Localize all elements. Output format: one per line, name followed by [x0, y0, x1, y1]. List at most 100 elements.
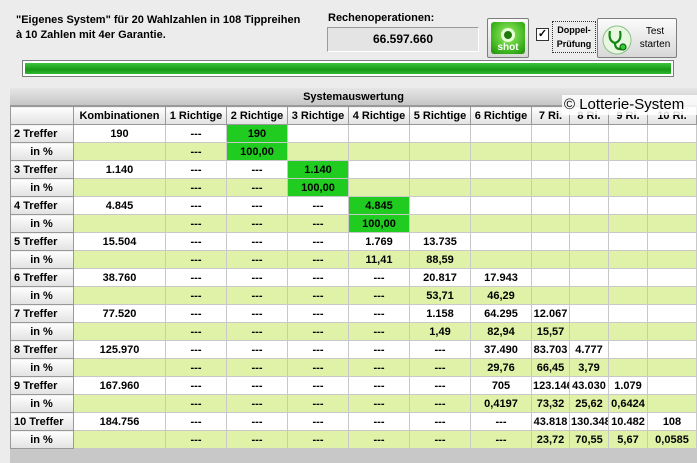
table-cell: 43.030 [569, 376, 609, 395]
table-cell: --- [287, 430, 349, 449]
table-cell [348, 124, 410, 143]
copyright-watermark: © Lotterie-System [562, 95, 697, 115]
table-cell: 0,0585 [647, 430, 697, 449]
row-label: 3 Treffer [10, 160, 74, 179]
row-label: in % [10, 178, 74, 197]
table-cell [569, 232, 609, 251]
table-cell: --- [409, 430, 471, 449]
table-cell [608, 358, 648, 377]
table-row: in % --- --- --- 11,41 88,59 [10, 250, 697, 269]
table-row: 8 Treffer 125.970 --- --- --- --- --- 37.490 83.… [10, 340, 697, 359]
column-header [10, 106, 74, 125]
stethoscope-icon [602, 25, 632, 55]
row-label: in % [10, 358, 74, 377]
table-cell: 1.140 [287, 160, 349, 179]
column-header: 4 Richtige [348, 106, 410, 125]
doppel-pruefung-toggle[interactable]: ✓ Doppel- Prüfung [535, 20, 596, 54]
table-cell: 1,49 [409, 322, 471, 341]
table-cell [647, 304, 697, 323]
table-cell: 25,62 [569, 394, 609, 413]
table-cell [608, 232, 648, 251]
table-cell: 66,45 [531, 358, 570, 377]
table-cell [531, 142, 570, 161]
table-cell: --- [287, 358, 349, 377]
table-cell [470, 196, 532, 215]
table-cell: --- [165, 358, 227, 377]
table-cell [531, 286, 570, 305]
table-cell: --- [226, 340, 288, 359]
table-row: in % --- 100,00 [10, 142, 697, 161]
table-cell: 10.482 [608, 412, 648, 431]
table-cell: 130.348 [569, 412, 609, 431]
table-cell [608, 250, 648, 269]
table-cell: --- [348, 340, 410, 359]
table-cell [608, 178, 648, 197]
system-description: "Eigenes System" für 20 Wahlzahlen in 10… [16, 14, 301, 41]
table-cell: --- [348, 394, 410, 413]
table-row: 7 Treffer 77.520 --- --- --- --- 1.158 64.295 12… [10, 304, 697, 323]
table-cell: --- [165, 376, 227, 395]
shot-button[interactable]: shot [487, 18, 529, 58]
table-cell: 23,72 [531, 430, 570, 449]
column-header: 1 Richtige [165, 106, 227, 125]
table-header-row: Kombinationen 1 Richtige 2 Richtige 3 Richt… [10, 106, 697, 125]
table-cell [348, 160, 410, 179]
row-label: 5 Treffer [10, 232, 74, 251]
table-row: in % --- --- --- --- --- 29,76 66,45 3,79 [10, 358, 697, 377]
table-row: in % --- --- 100,00 [10, 178, 697, 197]
operations-value: 66.597.660 [327, 27, 479, 52]
table-cell [470, 232, 532, 251]
test-start-button[interactable]: Test starten [597, 18, 677, 58]
table-cell: --- [226, 250, 288, 269]
table-cell: --- [165, 430, 227, 449]
table-cell: --- [165, 340, 227, 359]
table-cell [409, 124, 471, 143]
table-row: 10 Treffer 184.756 --- --- --- --- --- --- 43.81… [10, 412, 697, 431]
table-cell: --- [165, 142, 227, 161]
table-cell: 20.817 [409, 268, 471, 287]
row-label: 6 Treffer [10, 268, 74, 287]
table-cell [608, 268, 648, 287]
table-cell: 5,67 [608, 430, 648, 449]
table-cell: --- [165, 268, 227, 287]
table-cell [647, 142, 697, 161]
table-cell: --- [287, 322, 349, 341]
table-cell: --- [226, 178, 288, 197]
table-cell [569, 196, 609, 215]
table-cell: 4.845 [348, 196, 410, 215]
column-header: 5 Richtige [409, 106, 471, 125]
table-cell [608, 340, 648, 359]
table-cell: --- [226, 358, 288, 377]
table-cell [470, 250, 532, 269]
row-label: in % [10, 286, 74, 305]
row-label: 7 Treffer [10, 304, 74, 323]
table-cell: --- [165, 322, 227, 341]
table-cell: 77.520 [73, 304, 166, 323]
table-cell [73, 178, 166, 197]
table-cell: 64.295 [470, 304, 532, 323]
table-cell: --- [226, 286, 288, 305]
column-header: 6 Richtige [470, 106, 532, 125]
table-cell [73, 250, 166, 269]
doppel-pruefung-checkbox[interactable]: ✓ [536, 28, 549, 41]
table-cell [647, 394, 697, 413]
table-cell: 184.756 [73, 412, 166, 431]
row-label: in % [10, 250, 74, 269]
table-cell: 12.067 [531, 304, 570, 323]
table-cell [647, 358, 697, 377]
table-cell: 1.079 [608, 376, 648, 395]
table-cell: --- [409, 358, 471, 377]
table-cell: 46,29 [470, 286, 532, 305]
systemauswertung-panel: Systemauswertung Kombinationen 1 Richtige… [10, 88, 697, 463]
table-cell [608, 142, 648, 161]
table-cell: 88,59 [409, 250, 471, 269]
table-cell [73, 394, 166, 413]
table-cell: 705 [470, 376, 532, 395]
table-cell [531, 178, 570, 197]
table-cell: 15,57 [531, 322, 570, 341]
table-row: 3 Treffer 1.140 --- --- 1.140 [10, 160, 697, 179]
table-cell: --- [165, 196, 227, 215]
table-cell: --- [226, 232, 288, 251]
table-row: in % --- --- --- --- 53,71 46,29 [10, 286, 697, 305]
progress-bar [22, 60, 674, 77]
